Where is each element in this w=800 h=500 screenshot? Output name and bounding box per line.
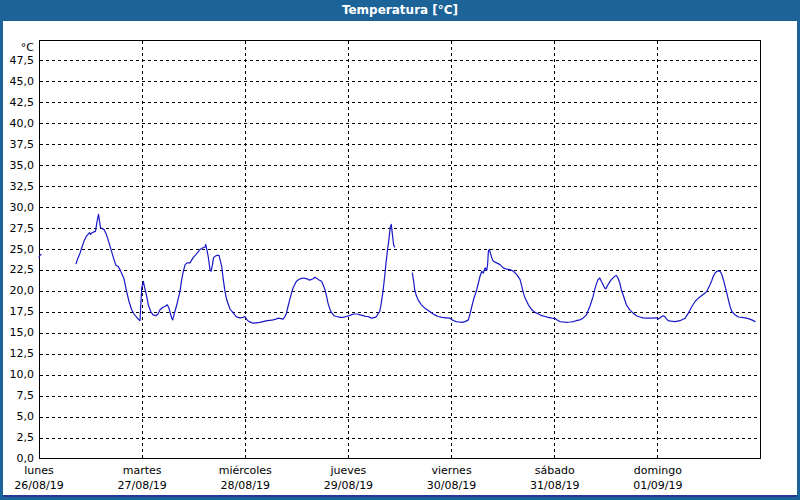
x-day-date: 26/08/19 (0, 478, 89, 493)
gridlines (40, 41, 760, 458)
title-bar: Temperatura [°C] (0, 0, 800, 21)
x-day-label: viernes30/08/19 (402, 463, 502, 493)
chart-window: Temperatura [°C] °C 0,02,55,07,510,012,5… (0, 0, 800, 500)
y-tick-label: 42,5 (0, 96, 34, 110)
x-day-name: viernes (402, 463, 502, 478)
x-day-name: miércoles (195, 463, 295, 478)
x-day-label: martes27/08/19 (92, 463, 192, 493)
x-day-name: martes (92, 463, 192, 478)
x-day-date: 31/08/19 (505, 478, 605, 493)
y-tick-label: 7,5 (0, 389, 34, 403)
y-tick-label: 45,0 (0, 75, 34, 89)
plot-area (39, 40, 761, 459)
bottom-divider (3, 495, 797, 497)
x-day-date: 01/09/19 (608, 478, 708, 493)
y-tick-label: 2,5 (0, 431, 34, 445)
x-day-label: domingo01/09/19 (608, 463, 708, 493)
y-tick-label: 27,5 (0, 222, 34, 236)
x-day-name: sábado (505, 463, 605, 478)
window-title: Temperatura [°C] (342, 3, 458, 17)
y-tick-label: 40,0 (0, 117, 34, 131)
x-day-label: miércoles28/08/19 (195, 463, 295, 493)
x-day-label: lunes26/08/19 (0, 463, 89, 493)
y-tick-label: 17,5 (0, 305, 34, 319)
x-day-date: 30/08/19 (402, 478, 502, 493)
x-day-date: 28/08/19 (195, 478, 295, 493)
y-axis-unit: °C (0, 41, 34, 55)
x-day-label: jueves29/08/19 (298, 463, 398, 493)
x-day-name: lunes (0, 463, 89, 478)
x-day-date: 29/08/19 (298, 478, 398, 493)
y-tick-label: 37,5 (0, 138, 34, 152)
y-tick-label: 22,5 (0, 263, 34, 277)
temperature-line-group (39, 214, 755, 323)
x-day-name: domingo (608, 463, 708, 478)
y-tick-label: 47,5 (0, 54, 34, 68)
x-day-label: sábado31/08/19 (505, 463, 605, 493)
x-day-date: 27/08/19 (92, 478, 192, 493)
y-tick-label: 10,0 (0, 368, 34, 382)
temperature-line (412, 250, 755, 323)
y-tick-label: 5,0 (0, 410, 34, 424)
y-tick-label: 25,0 (0, 243, 34, 257)
y-tick-label: 30,0 (0, 201, 34, 215)
y-tick-label: 12,5 (0, 347, 34, 361)
y-tick-label: 35,0 (0, 159, 34, 173)
temperature-line (76, 214, 395, 323)
y-tick-label: 32,5 (0, 180, 34, 194)
y-tick-label: 20,0 (0, 284, 34, 298)
x-day-name: jueves (298, 463, 398, 478)
y-tick-label: 15,0 (0, 326, 34, 340)
